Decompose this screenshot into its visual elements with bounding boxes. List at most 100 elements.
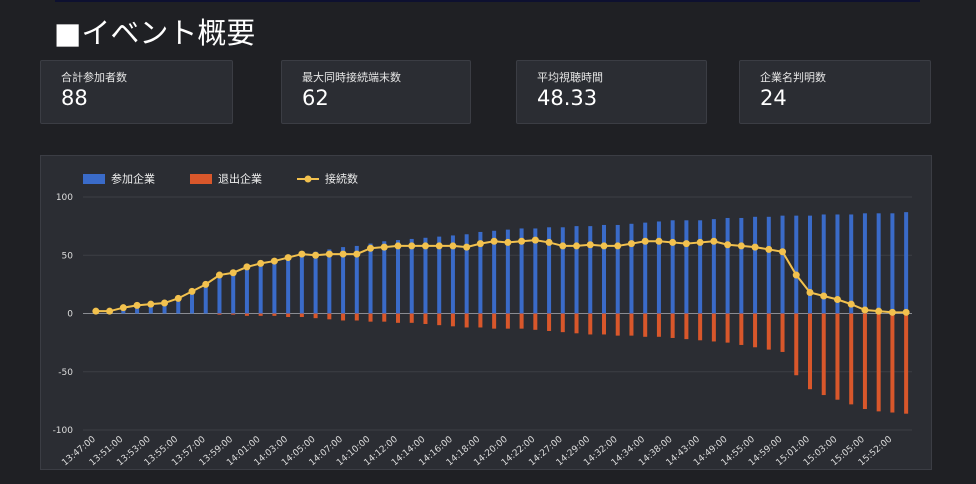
bar	[148, 304, 153, 314]
bar	[464, 234, 469, 314]
y-tick-label: -50	[58, 368, 73, 378]
point	[394, 242, 402, 250]
bar	[794, 215, 799, 314]
point	[270, 257, 278, 265]
bar	[258, 263, 263, 314]
point	[353, 250, 361, 258]
point	[531, 236, 539, 244]
y-tick-label: 100	[56, 193, 73, 203]
bar	[382, 313, 387, 322]
point	[367, 244, 375, 252]
legend-swatch	[190, 174, 212, 184]
point	[215, 271, 223, 279]
bar	[862, 313, 867, 410]
bar	[286, 313, 291, 317]
point	[435, 242, 443, 250]
bar	[808, 313, 812, 390]
bar	[615, 313, 620, 336]
bar	[231, 271, 236, 314]
bar	[478, 313, 483, 328]
bar	[670, 313, 675, 338]
bar	[835, 214, 840, 314]
legend-swatch	[83, 174, 105, 184]
point	[737, 242, 745, 250]
kpi-card: 最大同時接続端末数 62	[281, 60, 471, 124]
bar	[629, 313, 634, 336]
bar	[574, 226, 579, 314]
bar	[313, 251, 318, 314]
point	[779, 248, 787, 256]
bar	[753, 216, 758, 314]
point	[174, 294, 182, 302]
point	[229, 269, 237, 277]
point	[861, 306, 869, 314]
y-tick-label: 50	[62, 251, 74, 261]
bar	[656, 221, 661, 314]
point	[669, 238, 677, 246]
bar	[890, 213, 895, 314]
point	[600, 242, 608, 250]
bar	[203, 284, 208, 314]
bar	[890, 313, 895, 413]
bar	[739, 217, 744, 314]
legend-label: 接続数	[325, 172, 358, 186]
kpi-card: 合計参加者数 88	[40, 60, 233, 124]
bar	[217, 275, 222, 314]
page-title: ■イベント概要	[54, 16, 256, 50]
bar	[368, 243, 373, 314]
point	[202, 280, 210, 288]
bar	[780, 215, 785, 314]
kpi-label: 企業名判明数	[760, 71, 826, 84]
kpi-label: 合計参加者数	[61, 71, 127, 84]
point	[463, 243, 471, 251]
bar	[643, 313, 648, 337]
point	[696, 238, 704, 246]
kpi-value: 48.33	[537, 86, 598, 110]
point	[902, 308, 910, 316]
bar	[588, 313, 593, 335]
bar	[244, 266, 249, 314]
bar	[327, 313, 332, 320]
legend-label: 退出企業	[218, 172, 262, 186]
bar	[368, 313, 373, 322]
kpi-card: 企業名判明数 24	[739, 60, 931, 124]
bar	[450, 313, 455, 327]
point	[490, 237, 498, 245]
point	[888, 308, 896, 316]
point	[147, 300, 155, 308]
bar	[862, 213, 867, 314]
bar	[876, 213, 881, 314]
bar	[808, 215, 812, 314]
point	[792, 271, 800, 279]
bar	[876, 313, 881, 412]
bar	[437, 313, 442, 326]
point	[586, 241, 594, 249]
kpi-value: 24	[760, 86, 787, 110]
bar	[602, 224, 606, 314]
legend-label: 参加企業	[111, 172, 155, 186]
bar	[299, 252, 304, 314]
bar	[382, 241, 387, 314]
kpi-value: 62	[302, 86, 329, 110]
kpi-value: 88	[61, 86, 88, 110]
bar	[409, 238, 414, 314]
bar	[258, 313, 263, 316]
bar	[231, 313, 236, 315]
bar	[423, 237, 428, 314]
point	[161, 299, 169, 307]
bar	[437, 236, 442, 314]
point	[298, 250, 306, 258]
point	[875, 307, 883, 315]
bar	[766, 216, 771, 314]
bar	[574, 313, 579, 334]
bar	[684, 220, 689, 314]
bar	[670, 220, 675, 314]
point	[518, 237, 526, 245]
point	[106, 307, 114, 315]
bar	[698, 313, 703, 341]
point	[325, 250, 333, 258]
top-line	[55, 0, 920, 2]
bar	[313, 313, 318, 319]
point	[243, 263, 251, 271]
